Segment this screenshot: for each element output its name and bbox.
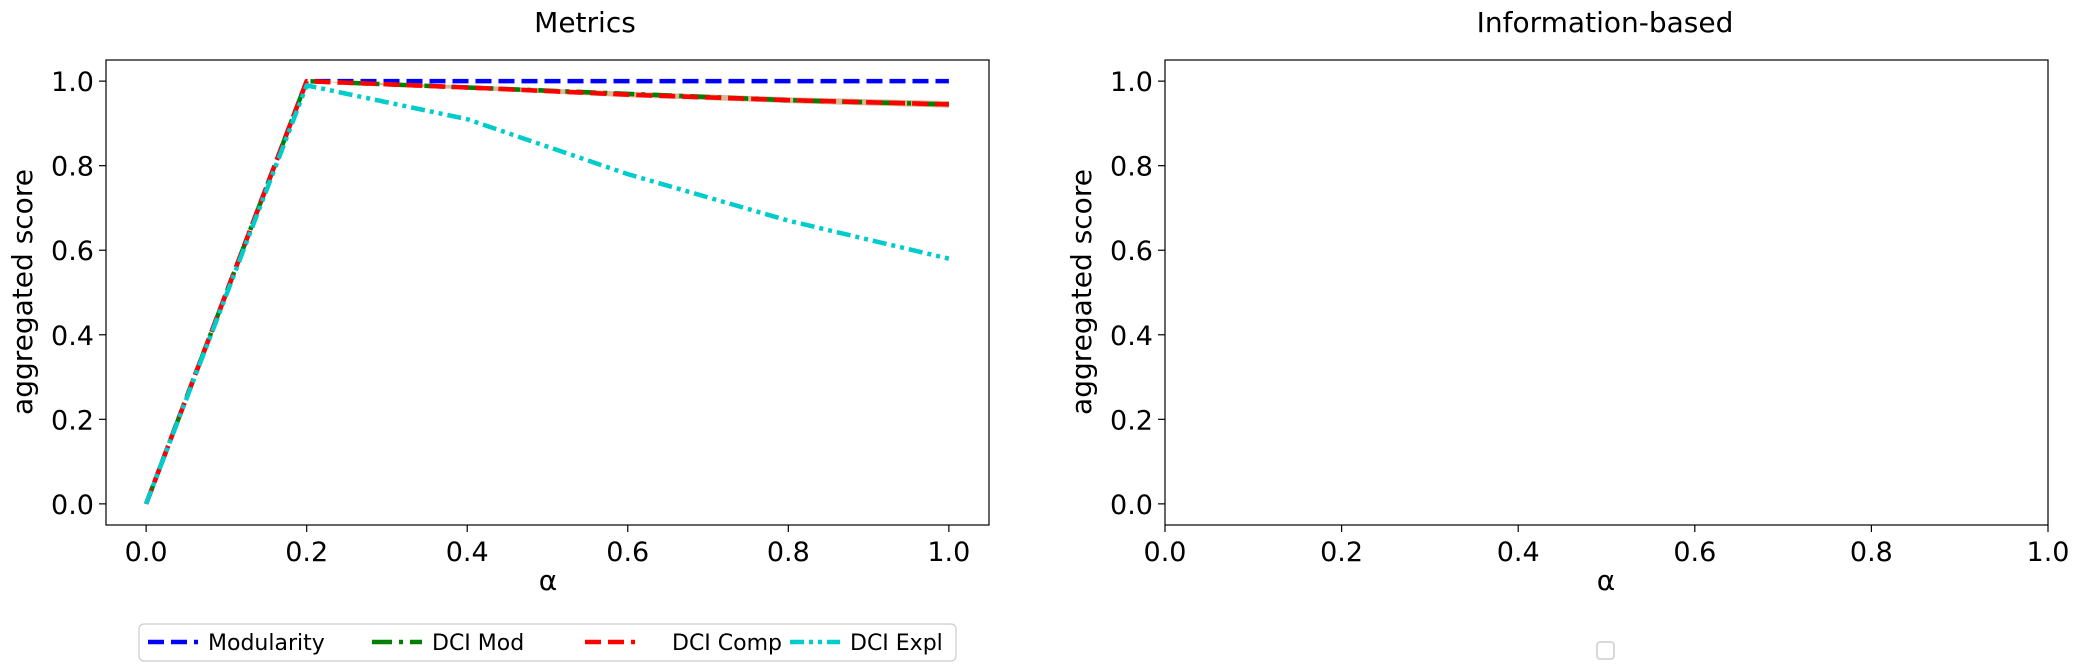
metrics-x-tick-label: 0.2 [285, 537, 328, 568]
metrics-x-tick-label: 0.0 [125, 537, 168, 568]
metrics-y-tick-label: 0.4 [51, 321, 94, 352]
information-based-x-tick-label: 0.4 [1497, 537, 1540, 568]
metrics-title: Metrics [534, 6, 636, 39]
metrics-x-ticks: 0.0 0.2 0.4 0.6 0.8 1.0 [125, 525, 970, 568]
metrics-lines-layer [144, 78, 950, 505]
information-based-y-tick-label: 0.0 [1110, 490, 1153, 521]
metrics-x-label: α [539, 564, 557, 597]
metrics-y-tick-label: 0.2 [51, 405, 94, 436]
information-based-y-tick-label: 0.6 [1110, 236, 1153, 267]
information-based-plot: Information-based 0.0 0.2 0.4 0.6 0.8 1.0 0.0… [1065, 6, 2069, 597]
empty-legend-box [1596, 641, 1615, 660]
information-based-x-tick-label: 0.6 [1673, 537, 1716, 568]
information-based-y-tick-label: 0.2 [1110, 405, 1153, 436]
metrics-y-ticks: 0.0 0.2 0.4 0.6 0.8 1.0 [51, 67, 106, 521]
information-based-x-tick-label: 1.0 [2027, 537, 2070, 568]
dci-expl-legend-label: DCI Expl [850, 631, 943, 656]
metrics-x-tick-label: 0.4 [446, 537, 489, 568]
information-based-y-ticks: 0.0 0.2 0.4 0.6 0.8 1.0 [1110, 67, 1165, 521]
metrics-y-tick-label: 1.0 [51, 67, 94, 98]
legend-frame [138, 623, 957, 662]
metrics-x-tick-label: 0.6 [606, 537, 649, 568]
information-based-title: Information-based [1477, 6, 1734, 39]
metrics-y-tick-label: 0.0 [51, 490, 94, 521]
metrics-y-label: aggregated score [6, 169, 39, 415]
dci-expl-line [144, 83, 950, 505]
metrics-x-tick-label: 1.0 [927, 537, 970, 568]
information-based-y-tick-label: 0.8 [1110, 152, 1153, 183]
information-based-x-tick-label: 0.8 [1850, 537, 1893, 568]
information-based-y-tick-label: 1.0 [1110, 67, 1153, 98]
information-based-plot-area [1164, 59, 2049, 526]
metrics-legend: Modularity DCI Mod DCI Comp DCI Expl [138, 623, 957, 662]
information-based-x-label: α [1597, 564, 1615, 597]
metrics-plot-area [105, 59, 990, 526]
information-based-y-tick-label: 0.4 [1110, 321, 1153, 352]
metrics-y-tick-label: 0.8 [51, 152, 94, 183]
information-based-x-tick-label: 0.0 [1144, 537, 1187, 568]
metrics-y-tick-label: 0.6 [51, 236, 94, 267]
information-based-x-ticks: 0.0 0.2 0.4 0.6 0.8 1.0 [1144, 525, 2070, 568]
dci-mod-legend-label: DCI Mod [432, 631, 524, 656]
metrics-x-tick-label: 0.8 [767, 537, 810, 568]
modularity-legend-label: Modularity [208, 631, 325, 656]
information-based-y-label: aggregated score [1065, 169, 1098, 415]
metrics-plot: Metrics 0.0 0.2 0.4 0.6 0.8 1.0 0.00.20.40.60… [6, 6, 990, 597]
dci-comp-legend-label: DCI Comp [672, 631, 782, 656]
information-based-x-tick-label: 0.2 [1320, 537, 1363, 568]
